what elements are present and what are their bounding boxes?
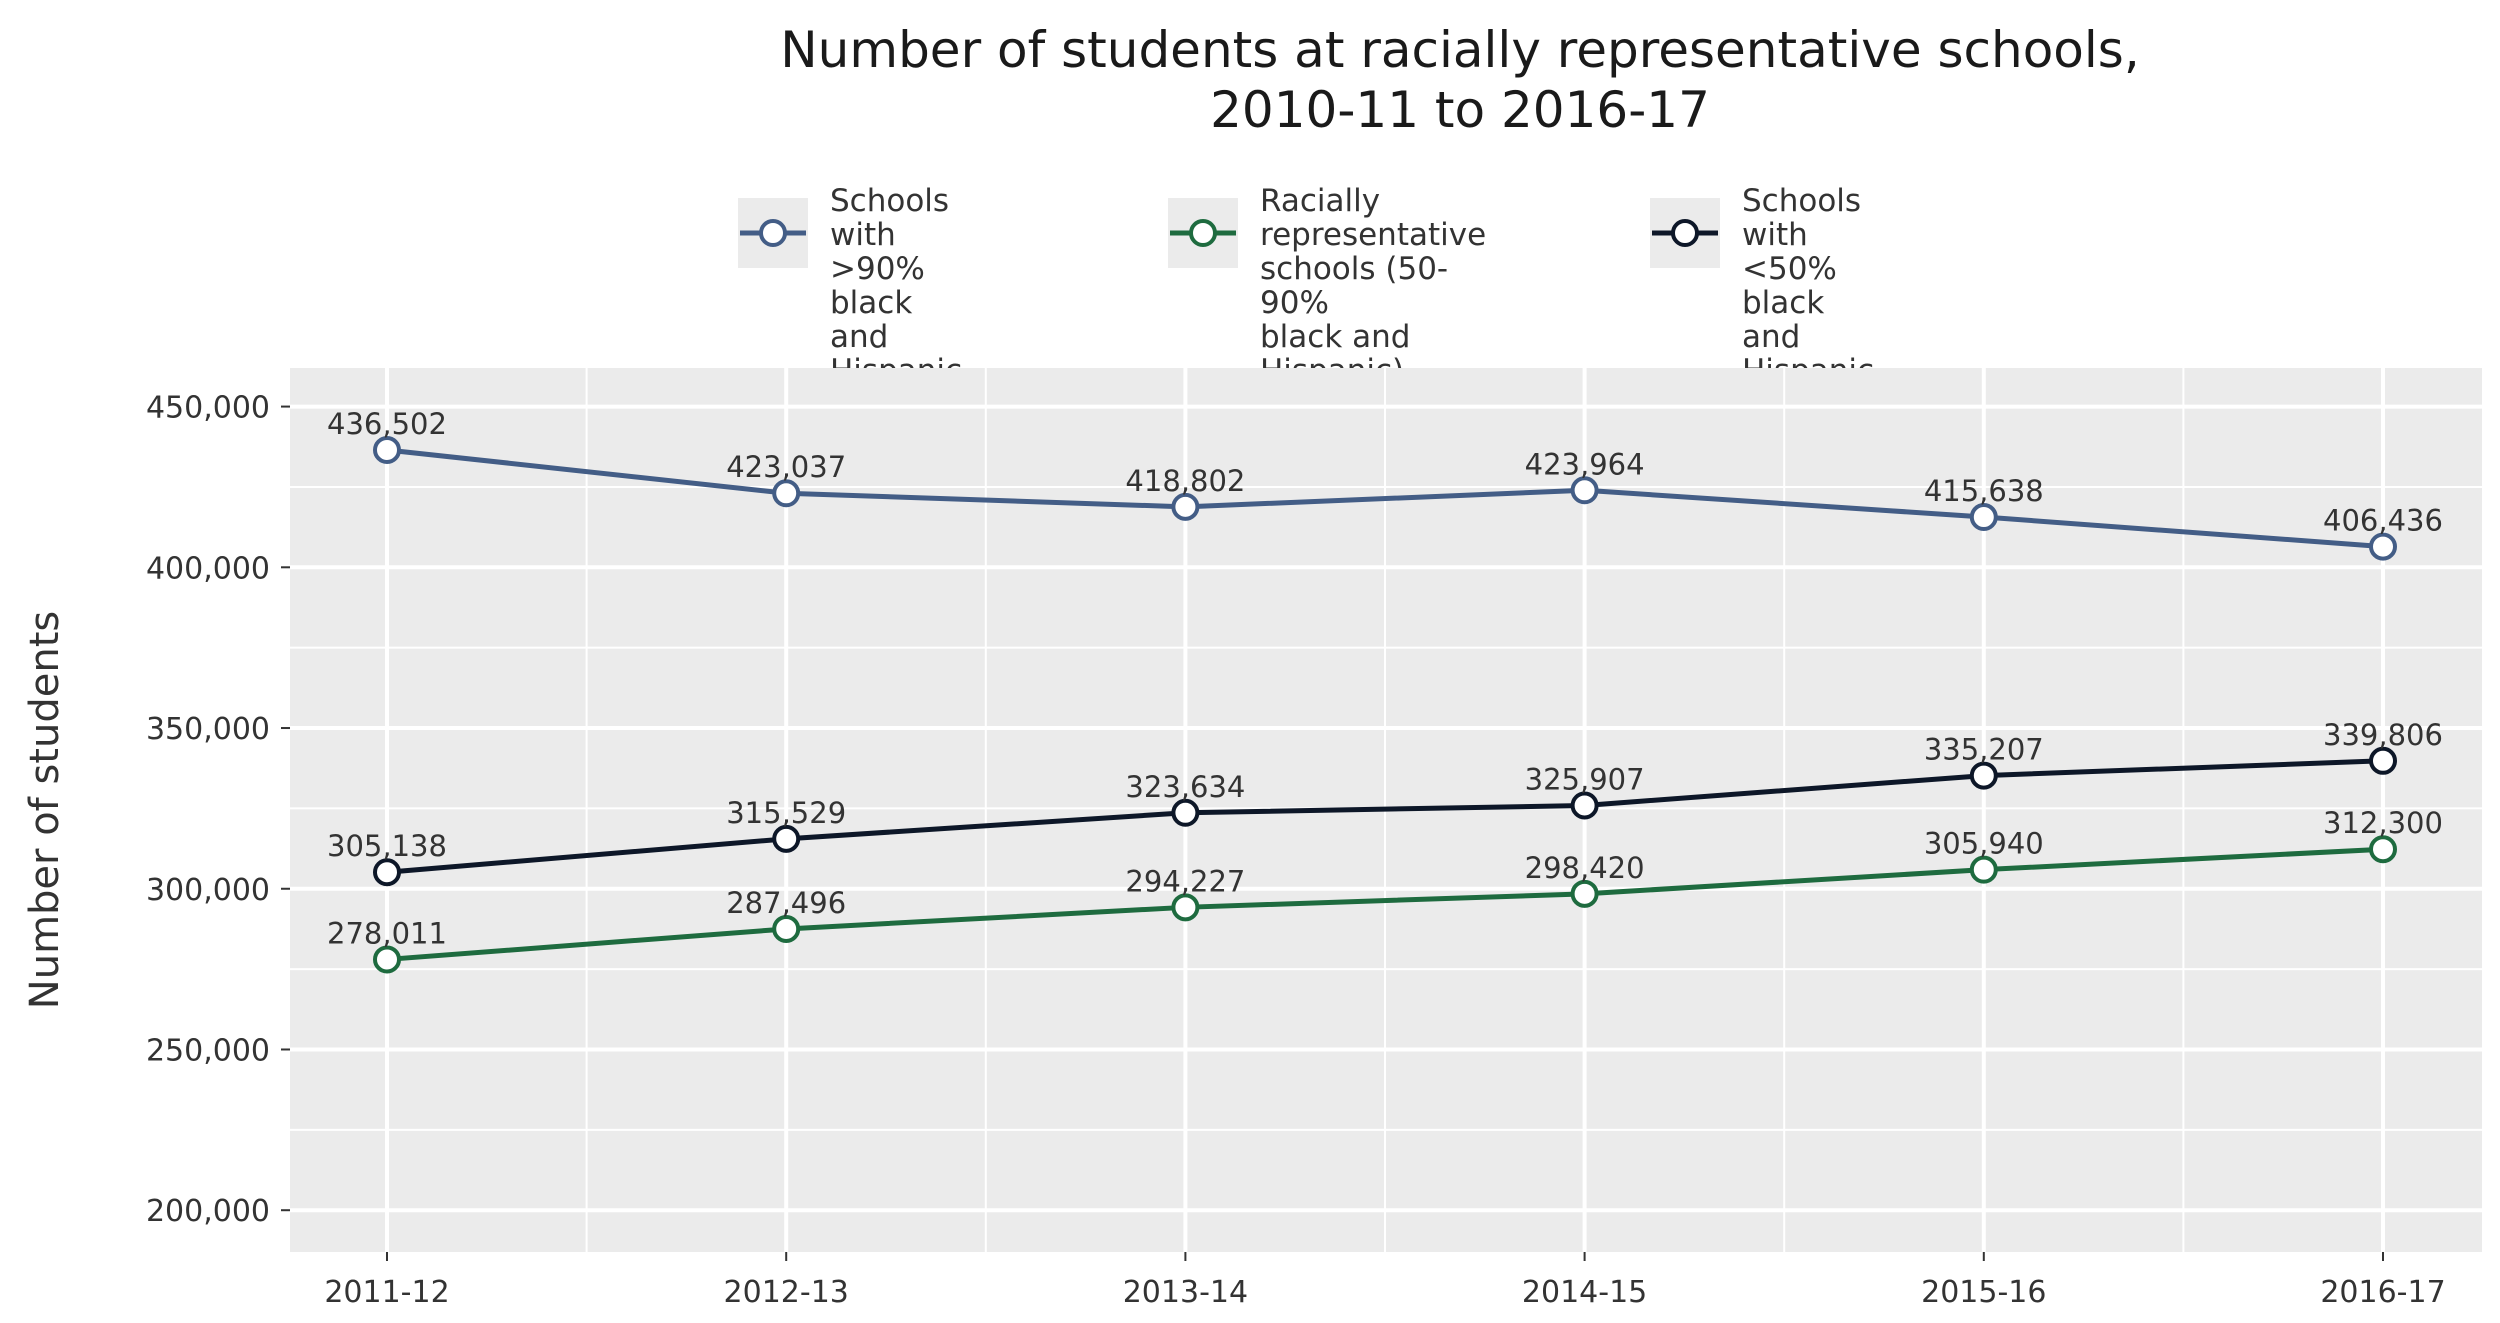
series-line-representative — [386, 846, 2384, 962]
data-label-high-concentration: 415,638 — [1924, 474, 2044, 508]
data-point-representative — [1969, 855, 1998, 884]
data-label-low-concentration: 335,207 — [1924, 733, 2044, 767]
data-point-high-concentration — [772, 479, 801, 508]
data-label-low-concentration: 305,138 — [327, 829, 447, 863]
data-label-representative: 287,496 — [726, 886, 846, 920]
data-label-representative: 312,300 — [2323, 806, 2443, 840]
data-label-high-concentration: 418,802 — [1125, 464, 1245, 498]
x-tick-label: 2016-17 — [2320, 1275, 2445, 1310]
data-label-low-concentration: 325,907 — [1525, 762, 1645, 796]
data-point-representative — [2369, 835, 2397, 864]
data-label-representative: 278,011 — [327, 916, 447, 950]
y-tick-label: 300,000 — [146, 873, 270, 908]
data-label-representative: 294,227 — [1125, 864, 1245, 898]
data-point-high-concentration — [2369, 532, 2397, 561]
y-tick-label: 450,000 — [146, 391, 270, 426]
x-axis-ticks: 2011-12 2012-13 2013-14 2014-15 2015-16 2016-… — [324, 1252, 2446, 1310]
data-label-high-concentration: 406,436 — [2323, 504, 2443, 538]
data-point-high-concentration — [373, 435, 401, 464]
y-axis-title: Number of students — [22, 611, 68, 1009]
data-label-high-concentration: 423,037 — [726, 450, 846, 484]
data-point-representative — [1171, 893, 1200, 922]
data-point-low-concentration — [772, 824, 801, 853]
chart-title-line-1: Number of students at racially represent… — [780, 21, 2140, 79]
x-tick-label: 2013-14 — [1123, 1275, 1248, 1310]
data-label-low-concentration: 339,806 — [2323, 718, 2443, 752]
data-point-low-concentration — [1171, 798, 1200, 827]
chart-title: Number of students at racially represent… — [580, 20, 2340, 140]
data-point-representative — [772, 914, 801, 943]
y-tick-label: 200,000 — [146, 1194, 270, 1229]
series-lines — [386, 447, 2384, 962]
data-label-low-concentration: 323,634 — [1125, 770, 1245, 804]
data-point-high-concentration — [1570, 476, 1599, 505]
data-point-low-concentration — [1570, 791, 1599, 820]
y-axis-ticks: 200,000 250,000 300,000 350,000 400,000 450,0… — [146, 391, 290, 1229]
data-point-high-concentration — [1969, 503, 1998, 532]
chart-title-line-2: 2010-11 to 2016-17 — [1210, 81, 1710, 139]
data-point-representative — [1570, 879, 1599, 908]
data-label-representative: 298,420 — [1525, 851, 1645, 885]
x-tick-label: 2015-16 — [1921, 1275, 2046, 1310]
y-tick-label: 400,000 — [146, 551, 270, 586]
x-tick-label: 2011-12 — [324, 1275, 449, 1310]
data-label-representative: 305,940 — [1924, 827, 2044, 861]
data-point-representative — [373, 945, 401, 974]
data-label-high-concentration: 436,502 — [327, 407, 447, 441]
series-points — [373, 435, 2397, 974]
data-labels: 436,502 423,037 418,802 423,964 415,638 406,4… — [327, 407, 2443, 950]
y-tick-label: 250,000 — [146, 1033, 270, 1068]
data-point-low-concentration — [373, 858, 401, 887]
legend-key-high-concentration — [738, 198, 808, 268]
legend-key-representative — [1168, 198, 1238, 268]
data-point-low-concentration — [2369, 746, 2397, 775]
x-tick-label: 2014-15 — [1522, 1275, 1647, 1310]
y-tick-label: 350,000 — [146, 712, 270, 747]
data-label-low-concentration: 315,529 — [726, 796, 846, 830]
legend-key-low-concentration — [1650, 198, 1720, 268]
data-point-high-concentration — [1171, 492, 1200, 521]
data-label-high-concentration: 423,964 — [1525, 447, 1645, 481]
x-tick-label: 2012-13 — [724, 1275, 849, 1310]
major-gridlines — [290, 368, 2482, 1252]
data-point-low-concentration — [1969, 761, 1998, 790]
series-line-high-concentration — [386, 447, 2384, 550]
minor-gridlines — [290, 368, 2482, 1252]
series-line-low-concentration — [386, 758, 2384, 875]
